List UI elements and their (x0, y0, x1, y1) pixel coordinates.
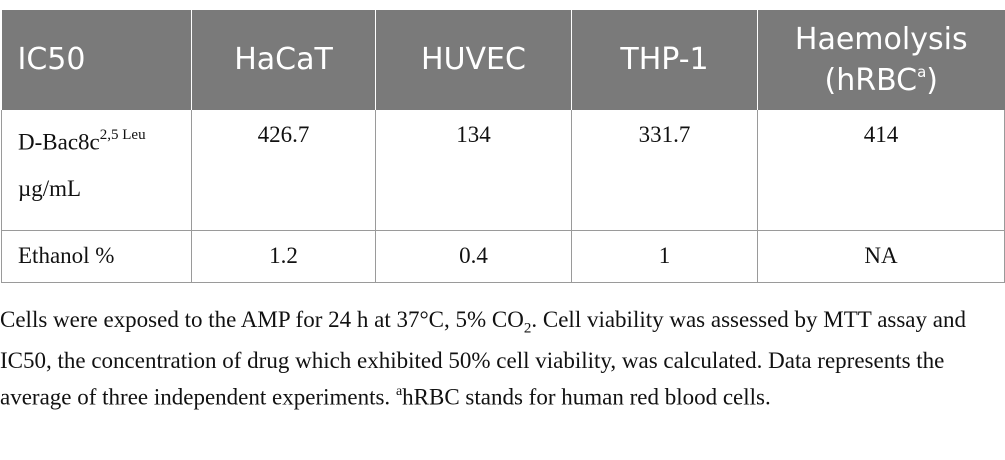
header-haemolysis-close: ) (926, 62, 938, 98)
row-label-main: D-Bac8c (18, 129, 100, 155)
footnote-part3: hRBC stands for human red blood cells. (402, 384, 771, 410)
footnote-part1: Cells were exposed to the AMP for 24 h a… (0, 307, 524, 332)
header-ic50: IC50 (1, 10, 192, 110)
row-label-unit: µg/mL (18, 175, 82, 201)
footnote-sub: 2 (523, 320, 532, 337)
cell-haemolysis: NA (757, 230, 1005, 283)
footnote-part2: . Cell viability was assessed by MTT ass… (0, 307, 966, 410)
cell-huvec: 0.4 (375, 230, 572, 283)
footnote-sup: a (395, 383, 403, 399)
table-row: Ethanol % 1.2 0.4 1 NA (1, 230, 1005, 283)
cell-thp1: 1 (571, 230, 758, 283)
cell-thp1: 331.7 (571, 110, 758, 231)
row-label-dbac8c: D-Bac8c2,5 Leu µg/mL (1, 110, 192, 231)
ic50-table: IC50 HaCaT HUVEC THP-1 Haemolysis (hRBCa… (1, 10, 1005, 283)
header-haemolysis-sup: a (917, 62, 927, 81)
cell-hacat: 426.7 (191, 110, 376, 231)
cell-haemolysis: 414 (757, 110, 1005, 231)
table-footnote: Cells were exposed to the AMP for 24 h a… (0, 304, 1000, 413)
header-haemolysis: Haemolysis (hRBCa) (757, 10, 1005, 110)
row-label-sup: 2,5 Leu (99, 127, 146, 143)
header-hacat: HaCaT (191, 10, 376, 110)
cell-huvec: 134 (375, 110, 572, 231)
header-thp1: THP-1 (571, 10, 758, 110)
row-label-ethanol: Ethanol % (1, 230, 192, 283)
cell-hacat: 1.2 (191, 230, 376, 283)
header-huvec: HUVEC (375, 10, 572, 110)
header-row: IC50 HaCaT HUVEC THP-1 Haemolysis (hRBCa… (1, 10, 1005, 110)
row-label-block: D-Bac8c2,5 Leu µg/mL (18, 114, 190, 212)
table-row: D-Bac8c2,5 Leu µg/mL 426.7 134 331.7 414 (1, 110, 1005, 231)
header-haemolysis-text: Haemolysis (hRBC (794, 21, 968, 98)
table-container: IC50 HaCaT HUVEC THP-1 Haemolysis (hRBCa… (0, 10, 1005, 283)
